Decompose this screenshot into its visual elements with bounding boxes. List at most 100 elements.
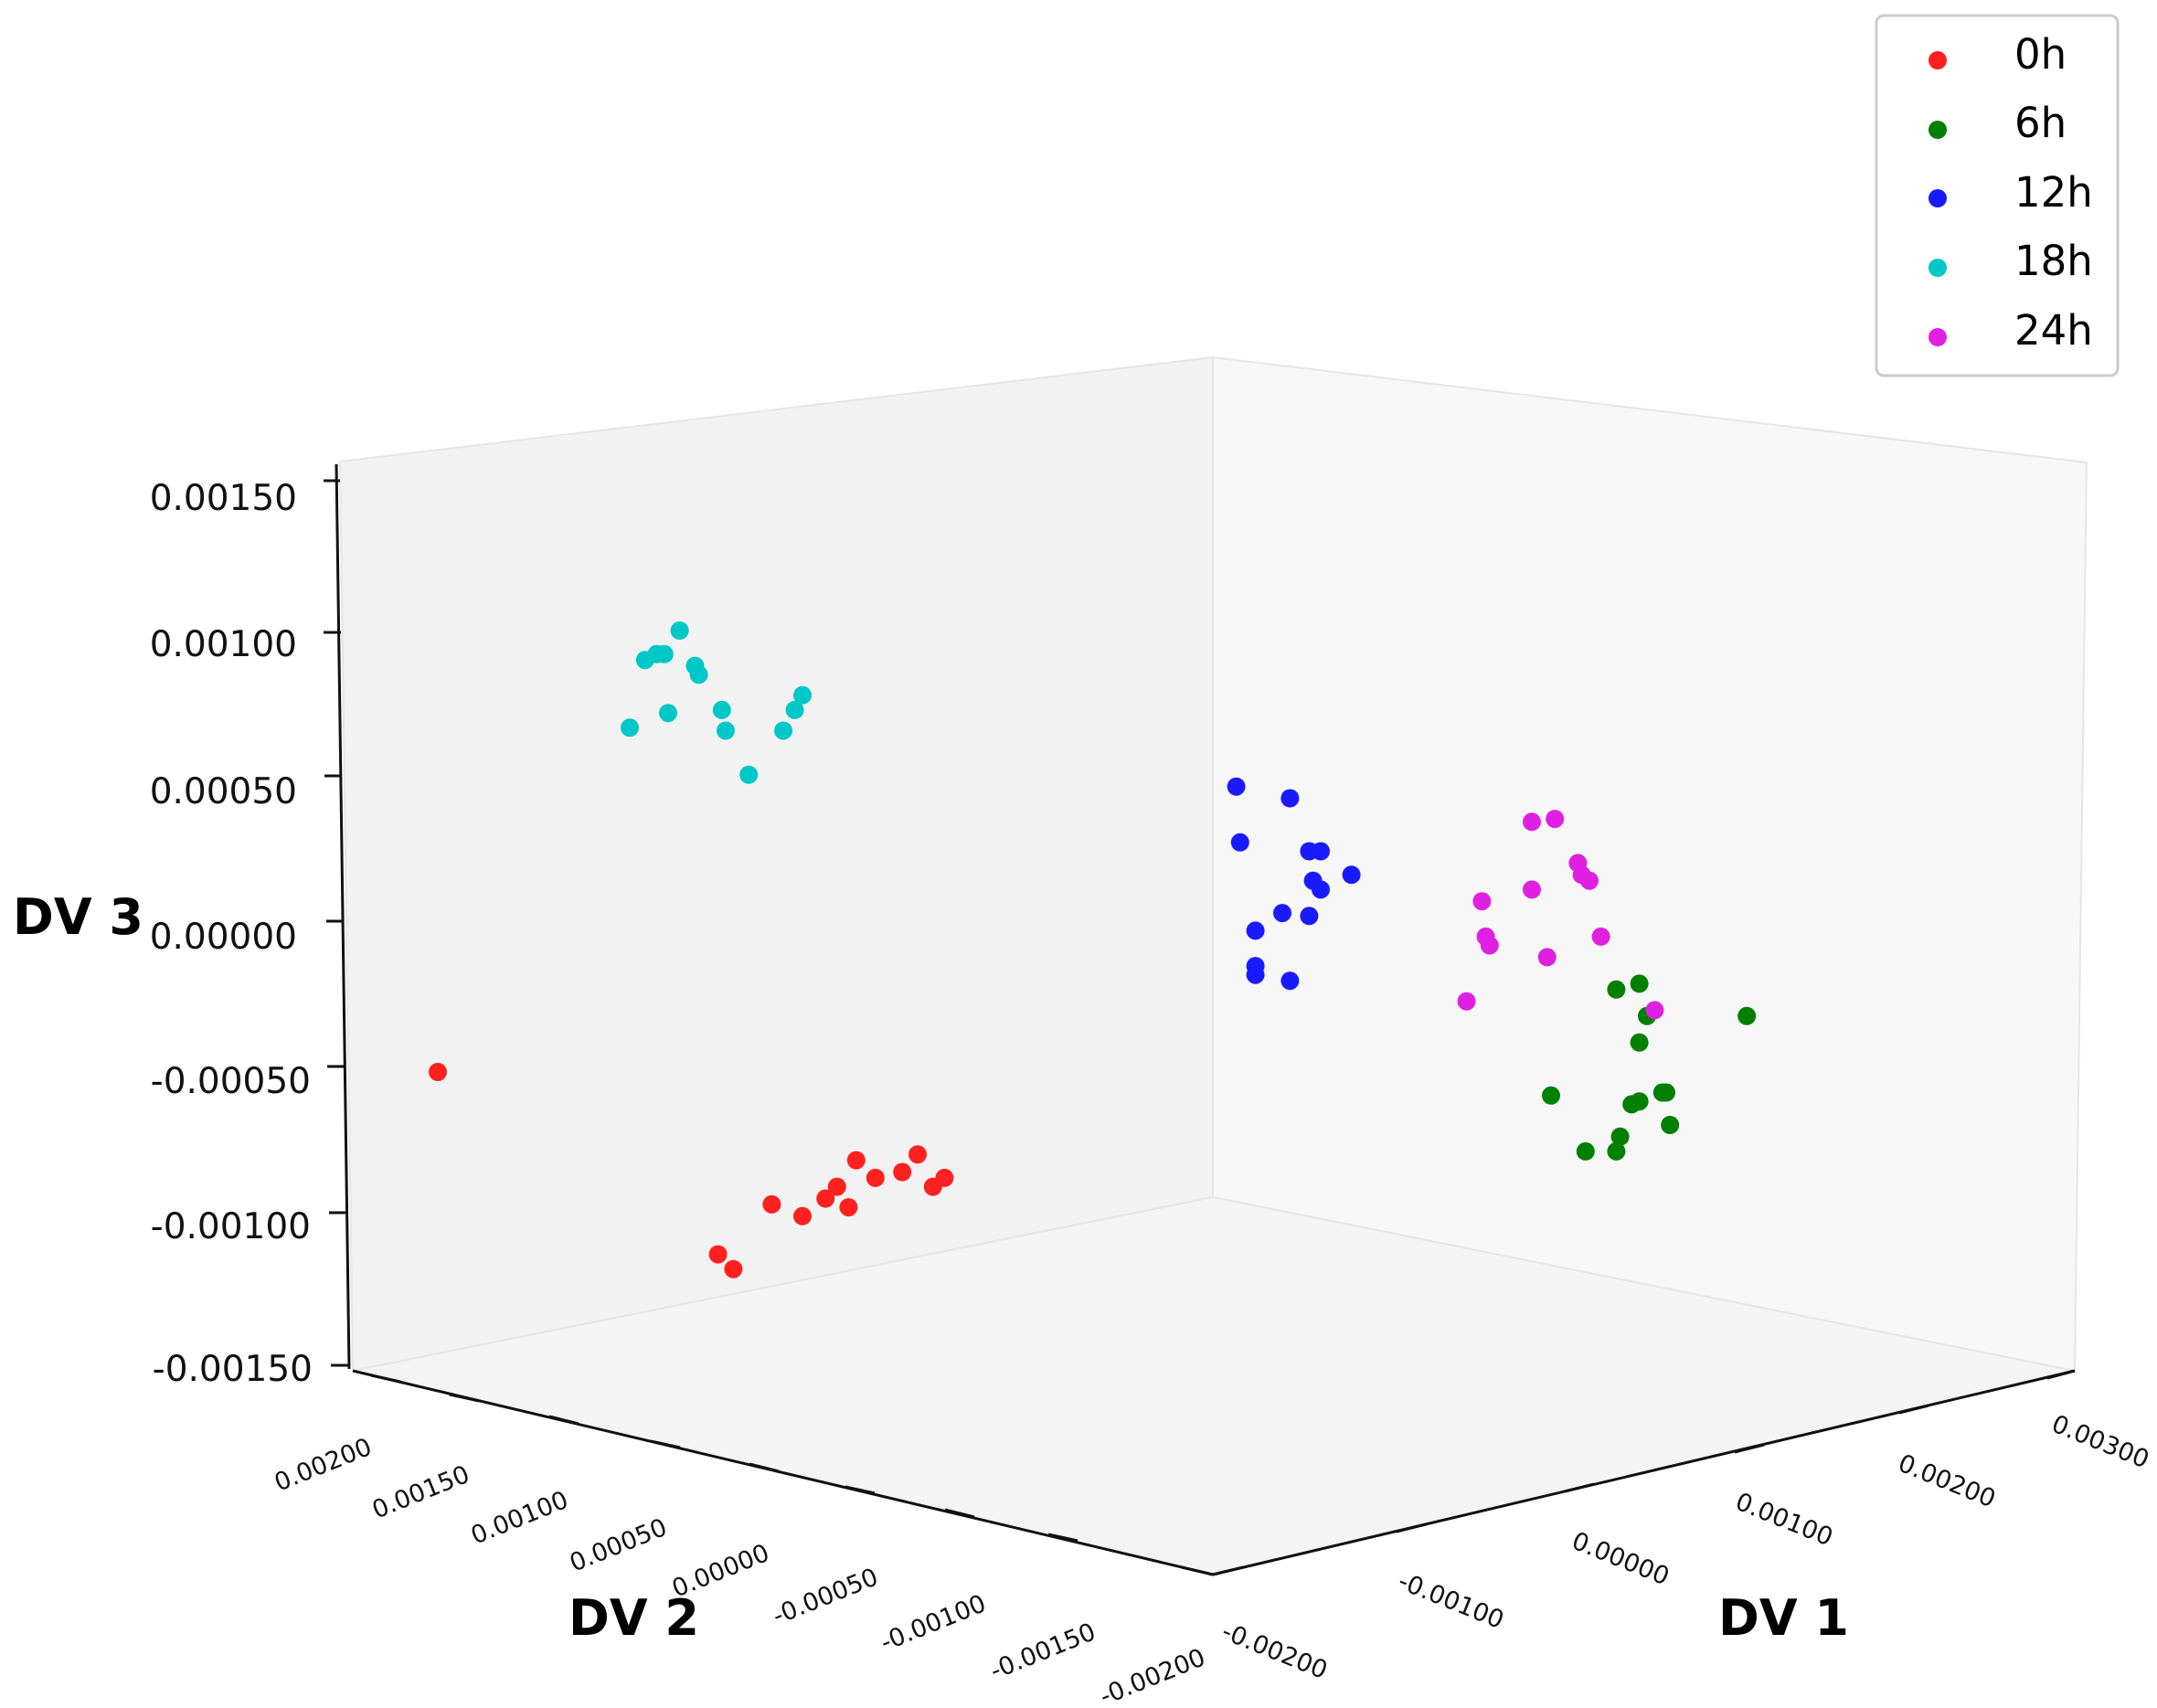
point-24h-8 bbox=[1580, 871, 1599, 890]
dv3-ticks bbox=[324, 479, 349, 1367]
dv2-tick-0 bbox=[370, 1374, 401, 1384]
point-24h-4 bbox=[1523, 880, 1541, 899]
point-12h-8 bbox=[1246, 921, 1265, 940]
dv2-tick-1 bbox=[449, 1393, 480, 1403]
point-24h-9 bbox=[1591, 927, 1610, 946]
dv2-tick-label: 0.00050 bbox=[566, 1513, 671, 1578]
dv2-tick-label: 0.00200 bbox=[271, 1433, 376, 1498]
point-0h-1 bbox=[708, 1245, 728, 1264]
legend-label-18h: 18h bbox=[2014, 237, 2093, 285]
dv3-tick-label: 0.00000 bbox=[150, 917, 297, 958]
point-24h-0 bbox=[1472, 892, 1492, 911]
point-0h-10 bbox=[893, 1162, 912, 1182]
dv3-tick-label: -0.00050 bbox=[151, 1061, 311, 1102]
dv1-tick-label: 0.00000 bbox=[1567, 1527, 1673, 1592]
legend-marker-18h bbox=[1929, 259, 1947, 277]
dv2-tick-7 bbox=[1047, 1533, 1078, 1543]
dv1-tick-label: 0.00100 bbox=[1731, 1488, 1836, 1553]
dv1-tick-5 bbox=[2046, 1369, 2076, 1380]
point-6h-13 bbox=[1737, 1006, 1757, 1025]
dv1-ticks bbox=[1212, 1369, 2076, 1576]
dv3-axis-title: DV 3 bbox=[13, 888, 143, 946]
point-24h-11 bbox=[1457, 992, 1476, 1011]
dv3-tick-label: 0.00150 bbox=[150, 478, 297, 519]
dv2-tick-label: 0.00100 bbox=[467, 1486, 572, 1551]
dv2-axis-line bbox=[352, 1369, 1214, 1576]
point-18h-7 bbox=[712, 700, 731, 719]
point-0h-11 bbox=[908, 1145, 927, 1164]
dv3-tick-label: 0.00100 bbox=[150, 624, 297, 665]
back-wall-left bbox=[338, 355, 1214, 1373]
point-18h-11 bbox=[785, 700, 804, 719]
legend-label-12h: 12h bbox=[2014, 168, 2093, 217]
point-18h-12 bbox=[793, 685, 812, 705]
dv3-tick-label: -0.00150 bbox=[153, 1349, 313, 1390]
point-6h-11 bbox=[1657, 1083, 1675, 1102]
point-6h-12 bbox=[1661, 1116, 1680, 1134]
point-6h-6 bbox=[1607, 980, 1626, 999]
dv1-tick-label: 0.00300 bbox=[2047, 1410, 2152, 1475]
point-18h-6 bbox=[689, 665, 708, 684]
point-6h-5 bbox=[1630, 1092, 1649, 1111]
point-18h-9 bbox=[739, 765, 759, 784]
legend-marker-6h bbox=[1929, 121, 1947, 139]
point-6h-1 bbox=[1576, 1141, 1595, 1161]
point-24h-12 bbox=[1546, 810, 1565, 829]
point-0h-6 bbox=[827, 1177, 846, 1196]
point-18h-10 bbox=[774, 721, 792, 740]
point-0h-9 bbox=[866, 1168, 885, 1187]
legend-marker-0h bbox=[1929, 51, 1947, 69]
point-24h-3 bbox=[1523, 812, 1541, 832]
point-0h-7 bbox=[839, 1198, 858, 1217]
legend: 0h 6h 12h 18h 24h bbox=[1875, 14, 2120, 377]
dv2-tick-3 bbox=[650, 1439, 681, 1449]
dv1-tick-3 bbox=[1734, 1443, 1765, 1454]
legend-label-0h: 0h bbox=[2014, 30, 2067, 79]
dv1-tick-2 bbox=[1564, 1482, 1595, 1493]
legend-label-6h: 6h bbox=[2014, 99, 2067, 147]
legend-box bbox=[1875, 14, 2120, 377]
point-6h-9 bbox=[1630, 1033, 1649, 1052]
dv2-tick-label: -0.00150 bbox=[986, 1618, 1100, 1685]
dv2-tick-6 bbox=[944, 1508, 975, 1519]
dv1-tick-label: -0.00100 bbox=[1394, 1567, 1507, 1635]
point-6h-7 bbox=[1630, 974, 1649, 993]
point-0h-13 bbox=[935, 1168, 954, 1187]
dv3-tick-label: 0.00050 bbox=[150, 771, 297, 812]
dv2-ticks bbox=[370, 1374, 1214, 1576]
dv1-tick-0 bbox=[1212, 1565, 1244, 1576]
point-6h-0 bbox=[1542, 1086, 1560, 1105]
dv1-tick-label: 0.00200 bbox=[1894, 1449, 1999, 1514]
point-12h-1 bbox=[1230, 833, 1249, 852]
dv1-tick-4 bbox=[1898, 1404, 1929, 1415]
dv2-tick-label: 0.00150 bbox=[368, 1460, 473, 1525]
back-wall-right bbox=[1212, 355, 2088, 1373]
dv1-axis-title: DV 1 bbox=[1718, 1589, 1849, 1647]
point-0h-0 bbox=[429, 1063, 447, 1081]
point-24h-2 bbox=[1480, 936, 1499, 955]
point-18h-13 bbox=[659, 704, 677, 723]
point-0h-8 bbox=[846, 1151, 866, 1170]
point-12h-12 bbox=[1246, 965, 1265, 984]
legend-marker-24h bbox=[1929, 328, 1947, 346]
point-12h-6 bbox=[1312, 880, 1330, 899]
point-12h-10 bbox=[1300, 907, 1319, 926]
point-18h-4 bbox=[670, 621, 689, 640]
dv2-tick-8 bbox=[1181, 1565, 1214, 1576]
dv2-tick-5 bbox=[845, 1485, 876, 1495]
point-12h-4 bbox=[1312, 842, 1330, 861]
point-12h-2 bbox=[1280, 789, 1300, 808]
dv3-axis-line bbox=[335, 463, 351, 1370]
legend-label-24h: 24h bbox=[2014, 306, 2093, 355]
point-0h-2 bbox=[724, 1259, 743, 1278]
point-6h-2 bbox=[1607, 1141, 1626, 1161]
point-18h-0 bbox=[621, 718, 639, 737]
point-18h-8 bbox=[717, 721, 735, 740]
point-0h-3 bbox=[762, 1194, 781, 1214]
dv2-tick-2 bbox=[548, 1415, 579, 1426]
dv3-tick-label: -0.00100 bbox=[151, 1206, 311, 1247]
dv3-tick-labels: 0.00150 0.00100 0.00050 0.00000 -0.00050… bbox=[150, 478, 313, 1390]
point-0h-5 bbox=[816, 1189, 835, 1208]
point-12h-13 bbox=[1280, 971, 1300, 991]
dv1-tick-label: -0.00200 bbox=[1217, 1618, 1331, 1685]
